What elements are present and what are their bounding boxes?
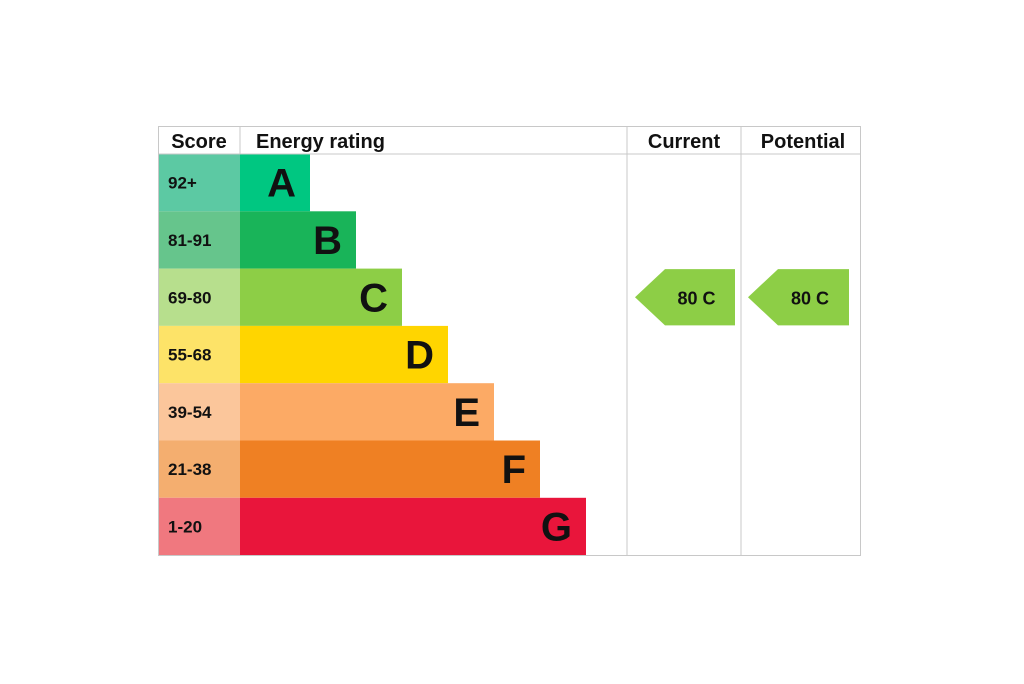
band-bar-a [240,154,310,212]
score-label-c: 69-80 [168,288,211,307]
band-bar-c [240,268,402,326]
score-cell-b [158,211,240,269]
table-border [158,126,861,556]
score-cell-a [158,154,240,212]
potential-rating-label: 80 C [791,288,829,308]
header-energy-rating: Energy rating [256,131,385,153]
band-letter-c: C [359,276,388,320]
band-letter-f: F [502,448,526,492]
score-cell-g [158,497,240,556]
epc-chart: 92+ A 81-91 B 69-80 C 55-68 D 39-54 E 21-38 F 1-20 G … [158,126,861,556]
score-cell-d [158,325,240,384]
band-bar-e [240,383,494,441]
band-bar-g [240,497,586,556]
band-bar-b [240,211,356,269]
score-label-f: 21-38 [168,460,211,479]
band-letter-d: D [405,334,434,378]
header-current: Current [648,131,721,153]
score-label-d: 55-68 [168,346,211,365]
band-letter-e: E [453,391,480,435]
score-cell-f [158,440,240,498]
header-score: Score [171,131,227,153]
current-rating-arrow [635,269,735,326]
score-cell-c [158,268,240,326]
potential-rating-arrow [748,269,849,326]
rating-bars: 92+ A 81-91 B 69-80 C 55-68 D 39-54 E 21-38 F 1-20 G [158,154,586,556]
band-letter-a: A [267,162,296,206]
score-label-a: 92+ [168,174,197,193]
score-label-g: 1-20 [168,517,202,536]
band-letter-g: G [541,505,572,549]
current-rating-label: 80 C [677,288,715,308]
band-bar-f [240,440,540,498]
table-header: Score Energy rating Current Potential [171,131,845,153]
band-bar-d [240,325,448,384]
rating-indicators: 80 C 80 C [635,269,849,326]
header-potential: Potential [761,131,845,153]
score-label-b: 81-91 [168,231,211,250]
epc-chart-svg: 92+ A81-91 B69-80 C55-68 D39-54 E21-38 F1-20 G … [158,126,861,556]
score-label-e: 39-54 [168,403,212,422]
score-cell-e [158,383,240,441]
table-grid [158,126,861,556]
band-letter-b: B [313,219,342,263]
